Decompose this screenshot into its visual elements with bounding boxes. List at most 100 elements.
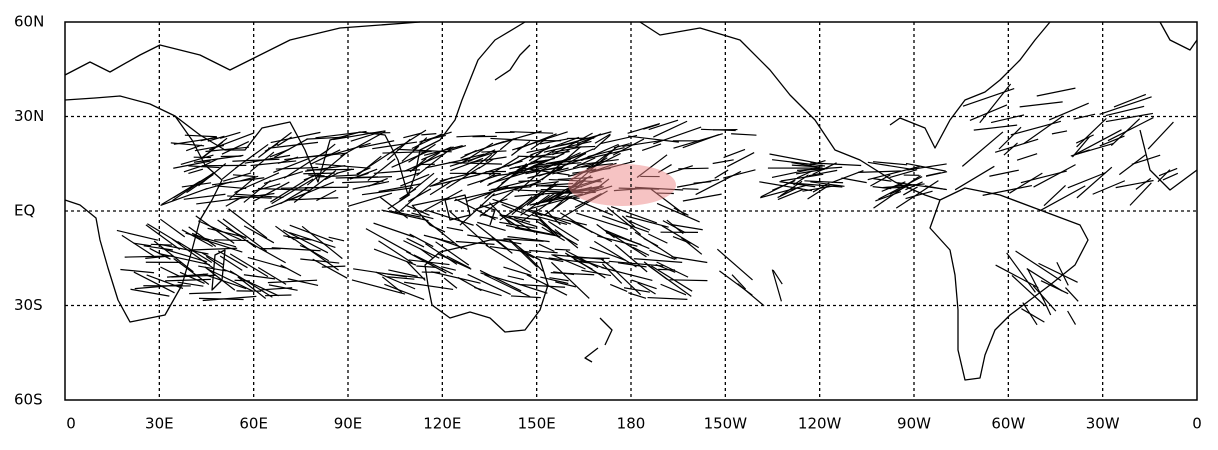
storm-track [903, 186, 918, 196]
storm-track [449, 211, 489, 247]
storm-track [184, 134, 217, 138]
storm-track [398, 172, 435, 202]
storm-track [388, 269, 418, 277]
storm-track [531, 214, 568, 226]
storm-track [267, 279, 318, 284]
storm-track [282, 229, 329, 254]
storm-track [572, 157, 596, 169]
storm-track [416, 146, 454, 177]
storm-tracks [116, 83, 1179, 326]
storm-track [406, 260, 426, 281]
x-tick-label: 180 [617, 415, 646, 433]
storm-track [450, 157, 484, 172]
storm-track [680, 237, 703, 255]
storm-track [198, 297, 244, 301]
storm-track [173, 160, 211, 169]
storm-track [211, 177, 265, 186]
storm-track [270, 131, 321, 144]
storm-track [593, 134, 611, 151]
storm-track [543, 140, 592, 153]
storm-track [373, 222, 415, 238]
storm-track [160, 187, 208, 206]
storm-track [446, 255, 471, 269]
south-america [929, 187, 1089, 381]
storm-track [229, 270, 273, 298]
storm-track [601, 266, 653, 281]
storm-track [511, 140, 531, 157]
storm-track [284, 153, 335, 161]
storm-track [510, 295, 541, 299]
storm-track [926, 172, 941, 177]
storm-track [541, 146, 582, 181]
storm-track [340, 130, 386, 157]
storm-track [257, 131, 292, 158]
storm-track [263, 170, 304, 185]
storm-track [511, 196, 533, 216]
storm-track [1071, 136, 1090, 158]
storm-track [529, 249, 558, 254]
storm-track [170, 142, 205, 147]
storm-track [315, 130, 367, 139]
storm-track [437, 253, 472, 270]
storm-track [1092, 180, 1126, 195]
storm-track [628, 135, 679, 143]
storm-track [198, 265, 227, 272]
storm-track [177, 281, 204, 287]
storm-track [484, 274, 531, 298]
storm-track [641, 143, 662, 151]
storm-track [229, 253, 269, 278]
storm-track [306, 153, 346, 186]
storm-track [516, 149, 556, 171]
x-tick-label: 60E [239, 415, 268, 433]
indonesia [411, 194, 556, 236]
storm-track [350, 133, 376, 142]
storm-track [459, 193, 495, 226]
storm-track [1040, 293, 1052, 316]
storm-track [143, 245, 173, 251]
storm-track [488, 156, 520, 176]
storm-track [206, 268, 254, 292]
storm-track [612, 138, 645, 156]
storm-track [361, 187, 414, 196]
storm-track [120, 268, 155, 274]
storm-track [660, 283, 687, 296]
storm-track [576, 257, 610, 259]
storm-track [251, 183, 281, 193]
storm-track [488, 202, 513, 226]
storm-track [791, 164, 823, 168]
storm-track [177, 240, 213, 263]
storm-track [300, 258, 340, 264]
storm-track [514, 191, 562, 197]
storm-track [771, 269, 782, 302]
storm-track [726, 152, 755, 168]
storm-track [378, 183, 422, 193]
storm-track [448, 161, 503, 165]
storm-track [648, 233, 668, 244]
storm-track [520, 194, 550, 216]
storm-track [886, 186, 904, 189]
storm-track [221, 166, 238, 180]
storm-track [551, 146, 582, 154]
storm-track [267, 141, 319, 149]
storm-track [552, 161, 601, 175]
storm-track [232, 174, 256, 178]
storm-track [185, 144, 203, 152]
storm-track [404, 153, 444, 172]
storm-track [772, 159, 826, 167]
storm-track [221, 141, 250, 155]
storm-track [867, 161, 915, 171]
storm-track [1016, 153, 1038, 161]
storm-track [440, 266, 456, 271]
storm-track [1162, 172, 1179, 181]
storm-track [237, 276, 267, 299]
storm-track [347, 192, 393, 207]
storm-track [1105, 112, 1154, 123]
storm-track [723, 169, 756, 179]
storm-track [656, 202, 700, 223]
australia [424, 239, 549, 333]
storm-track [149, 247, 171, 260]
storm-track [257, 187, 310, 191]
storm-track [528, 145, 551, 162]
storm-track [700, 128, 736, 132]
storm-track [485, 151, 498, 163]
